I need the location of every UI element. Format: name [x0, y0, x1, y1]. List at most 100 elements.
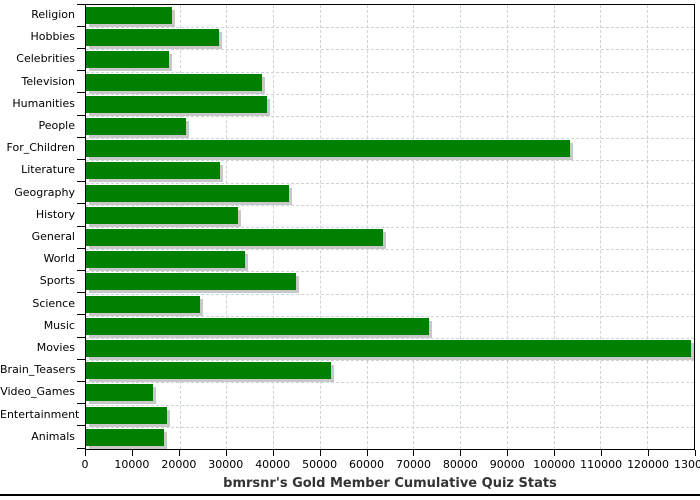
y-axis-tick-mark	[77, 358, 85, 360]
y-axis-label: Music	[43, 318, 75, 332]
y-axis-tick-mark	[77, 225, 85, 227]
x-axis-tick-label: 90000	[489, 458, 525, 471]
horizontal-gridline	[86, 93, 694, 95]
bar-row	[86, 249, 694, 271]
x-axis-tick-mark	[507, 450, 509, 456]
y-axis-tick-mark	[77, 47, 85, 49]
x-axis-tick-label: 60000	[349, 458, 385, 471]
x-axis-tick-label: 40000	[255, 458, 291, 471]
bar-video_games	[86, 384, 153, 402]
y-axis-label: Brain_Teasers	[0, 363, 76, 377]
horizontal-gridline	[86, 49, 694, 51]
y-axis-label: Television	[21, 74, 76, 88]
horizontal-gridline	[86, 249, 694, 251]
y-axis-label: Religion	[31, 8, 75, 21]
bar-people	[86, 118, 187, 135]
x-axis-tick-label: 130000	[674, 458, 700, 471]
horizontal-gridline	[86, 227, 694, 228]
bar-row	[86, 427, 694, 449]
horizontal-gridline	[86, 404, 694, 406]
x-axis-tick-label: 110000	[580, 458, 623, 471]
y-axis-tick-mark	[77, 447, 85, 449]
horizontal-gridline	[86, 382, 694, 384]
bar-row	[86, 5, 694, 27]
y-axis-label: Movies	[36, 341, 75, 354]
chart-title: bmrsnr's Gold Member Cumulative Quiz Sta…	[223, 476, 557, 491]
x-axis-tick-mark	[272, 450, 274, 456]
y-axis-label: Celebrities	[16, 52, 75, 66]
x-axis-tick-mark	[695, 450, 696, 456]
x-axis-tick-mark	[648, 450, 650, 456]
bar-row	[86, 49, 694, 71]
x-axis-labels: 0 10000 20000 30000 40000 50000 60000 70000 8000…	[81, 458, 700, 472]
bar-entertainment	[86, 406, 168, 424]
x-axis-tick-label: 100000	[533, 458, 576, 471]
horizontal-gridline	[86, 116, 694, 117]
x-axis-tick-label: 70000	[395, 458, 431, 471]
x-axis-tick-label: 120000	[627, 458, 670, 471]
x-axis-tick-mark	[413, 450, 415, 456]
x-axis-tick-label: 20000	[161, 458, 197, 471]
y-axis-ticks	[77, 3, 85, 450]
y-axis-tick-mark	[77, 203, 85, 205]
bar-row	[86, 271, 694, 293]
y-axis-label: History	[35, 207, 75, 221]
y-axis-label: For_Children	[6, 141, 75, 155]
bar-row	[86, 116, 694, 138]
y-axis-label: Science	[32, 296, 75, 310]
x-axis-tick-mark	[85, 450, 86, 456]
y-axis-tick-mark	[77, 247, 85, 249]
y-axis-tick-mark	[77, 403, 85, 405]
y-axis-tick-mark	[77, 136, 85, 138]
bar-row	[86, 405, 694, 427]
bottom-divider	[0, 494, 700, 496]
bar-hobbies	[86, 29, 219, 47]
bar-religion	[86, 7, 172, 24]
y-axis-tick-mark	[77, 158, 85, 160]
bar-row	[86, 294, 694, 316]
y-axis-tick-mark	[77, 3, 85, 5]
bar-row	[86, 205, 694, 227]
horizontal-gridline	[86, 160, 694, 162]
y-axis-label: Literature	[21, 163, 75, 177]
bar-celebrities	[86, 51, 169, 69]
y-axis-label: Sports	[39, 274, 75, 288]
x-axis-tick-mark	[131, 450, 133, 456]
y-axis-label: General	[31, 230, 75, 243]
x-axis-tick-label: 50000	[302, 458, 338, 471]
bar-row	[86, 138, 694, 160]
y-axis-label: Hobbies	[30, 30, 75, 44]
y-axis-tick-mark	[77, 314, 85, 316]
x-axis-tick-label: 10000	[114, 458, 150, 471]
y-axis-label: Humanities	[12, 96, 75, 110]
bar-music	[86, 317, 430, 335]
y-axis-tick-mark	[77, 70, 85, 72]
horizontal-gridline	[86, 293, 694, 295]
bar-row	[86, 382, 694, 404]
bar-humanities	[86, 95, 267, 113]
y-axis-labels: Religion Hobbies Celebrities Television Huma…	[0, 4, 80, 450]
y-axis-tick-mark	[77, 380, 85, 382]
bar-row	[86, 183, 694, 205]
horizontal-gridline	[86, 204, 694, 206]
horizontal-gridline	[86, 182, 694, 184]
bar-row	[86, 316, 694, 338]
x-axis-tick-mark	[554, 450, 556, 456]
bar-for_children	[86, 140, 570, 158]
bar-row	[86, 227, 694, 249]
bar-row	[86, 94, 694, 116]
bar-sports	[86, 273, 296, 291]
x-axis-tick-label: 0	[81, 458, 89, 471]
bar-geography	[86, 184, 289, 202]
bar-row	[86, 27, 694, 49]
horizontal-gridline	[86, 271, 694, 273]
x-axis-tick-mark	[225, 450, 227, 456]
x-axis-tick-label: 80000	[442, 458, 478, 471]
bar-brain_teasers	[86, 362, 331, 380]
y-axis-label: Entertainment	[0, 407, 80, 421]
x-axis-tick-mark	[178, 450, 180, 456]
y-axis-tick-mark	[77, 92, 85, 94]
bar-animals	[86, 428, 164, 446]
bar-world	[86, 251, 246, 269]
